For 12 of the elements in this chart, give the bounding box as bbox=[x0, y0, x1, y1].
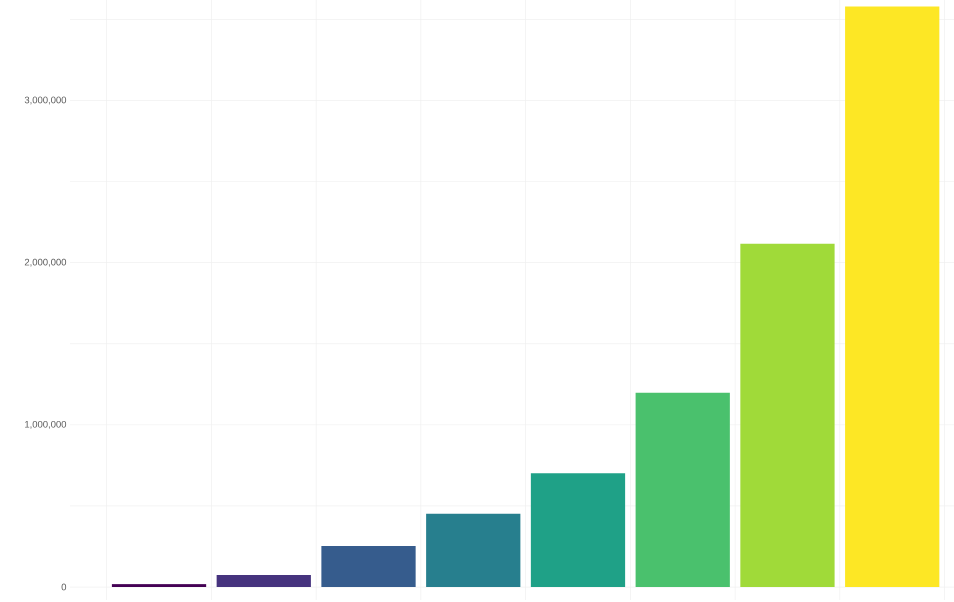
bar bbox=[740, 244, 835, 588]
bar bbox=[530, 473, 626, 588]
bar bbox=[112, 584, 206, 588]
y-tick-label: 1,000,000 bbox=[25, 420, 66, 429]
bar bbox=[636, 392, 730, 588]
y-tick-label: 0 bbox=[62, 584, 66, 590]
y-tick-label: 2,000,000 bbox=[24, 258, 66, 267]
bar bbox=[845, 6, 940, 588]
bar bbox=[321, 546, 416, 588]
bar bbox=[216, 575, 311, 588]
bar bbox=[426, 514, 520, 588]
y-tick-label: 3,000,000 bbox=[24, 96, 66, 104]
